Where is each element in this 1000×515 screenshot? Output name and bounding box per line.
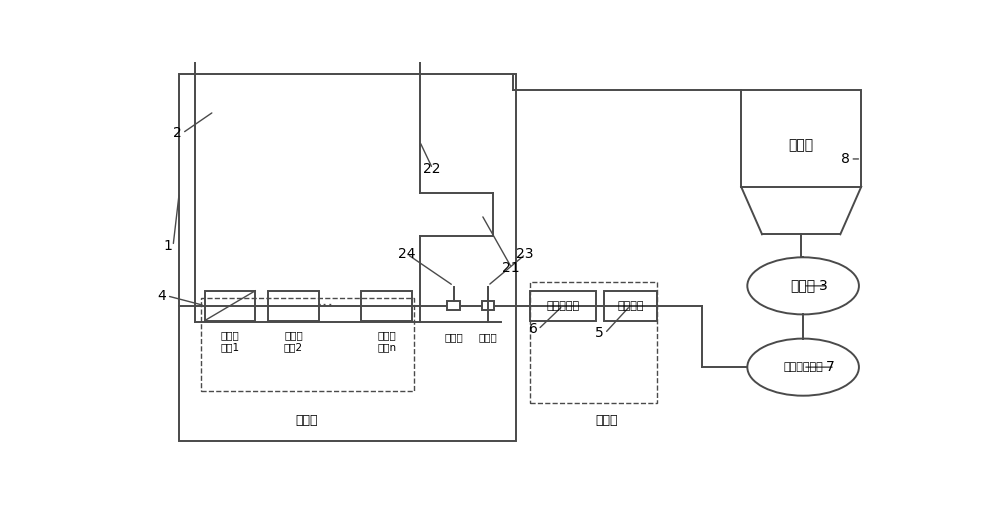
FancyBboxPatch shape [482, 301, 494, 310]
Text: 待测流
量计2: 待测流 量计2 [284, 331, 303, 352]
Text: 3: 3 [819, 279, 827, 293]
Text: 2: 2 [173, 126, 182, 140]
Text: 6: 6 [529, 322, 538, 336]
Text: 离心泵: 离心泵 [791, 279, 816, 293]
Text: 三通阀: 三通阀 [478, 332, 497, 342]
Text: ···: ··· [316, 297, 334, 315]
Text: 21: 21 [502, 261, 520, 275]
Text: 22: 22 [423, 162, 441, 176]
Text: 软管段: 软管段 [595, 414, 618, 427]
Text: 储液罐: 储液罐 [789, 138, 814, 152]
Text: 5: 5 [595, 327, 604, 340]
Text: 4: 4 [158, 289, 166, 303]
Text: 夹管组件: 夹管组件 [617, 301, 644, 311]
Text: 待测流
量计1: 待测流 量计1 [220, 331, 240, 352]
Text: 控制变量模块: 控制变量模块 [783, 362, 823, 372]
Text: 三通阀: 三通阀 [444, 332, 463, 342]
FancyBboxPatch shape [447, 301, 460, 310]
Text: 电磁流量计: 电磁流量计 [547, 301, 580, 311]
Text: 1: 1 [164, 239, 173, 253]
Text: 硬管段: 硬管段 [296, 414, 318, 427]
Text: 待测流
量计n: 待测流 量计n [377, 331, 396, 352]
Text: 24: 24 [398, 247, 415, 261]
Text: 7: 7 [826, 360, 834, 374]
Text: 8: 8 [841, 152, 850, 166]
Text: 23: 23 [516, 247, 534, 261]
